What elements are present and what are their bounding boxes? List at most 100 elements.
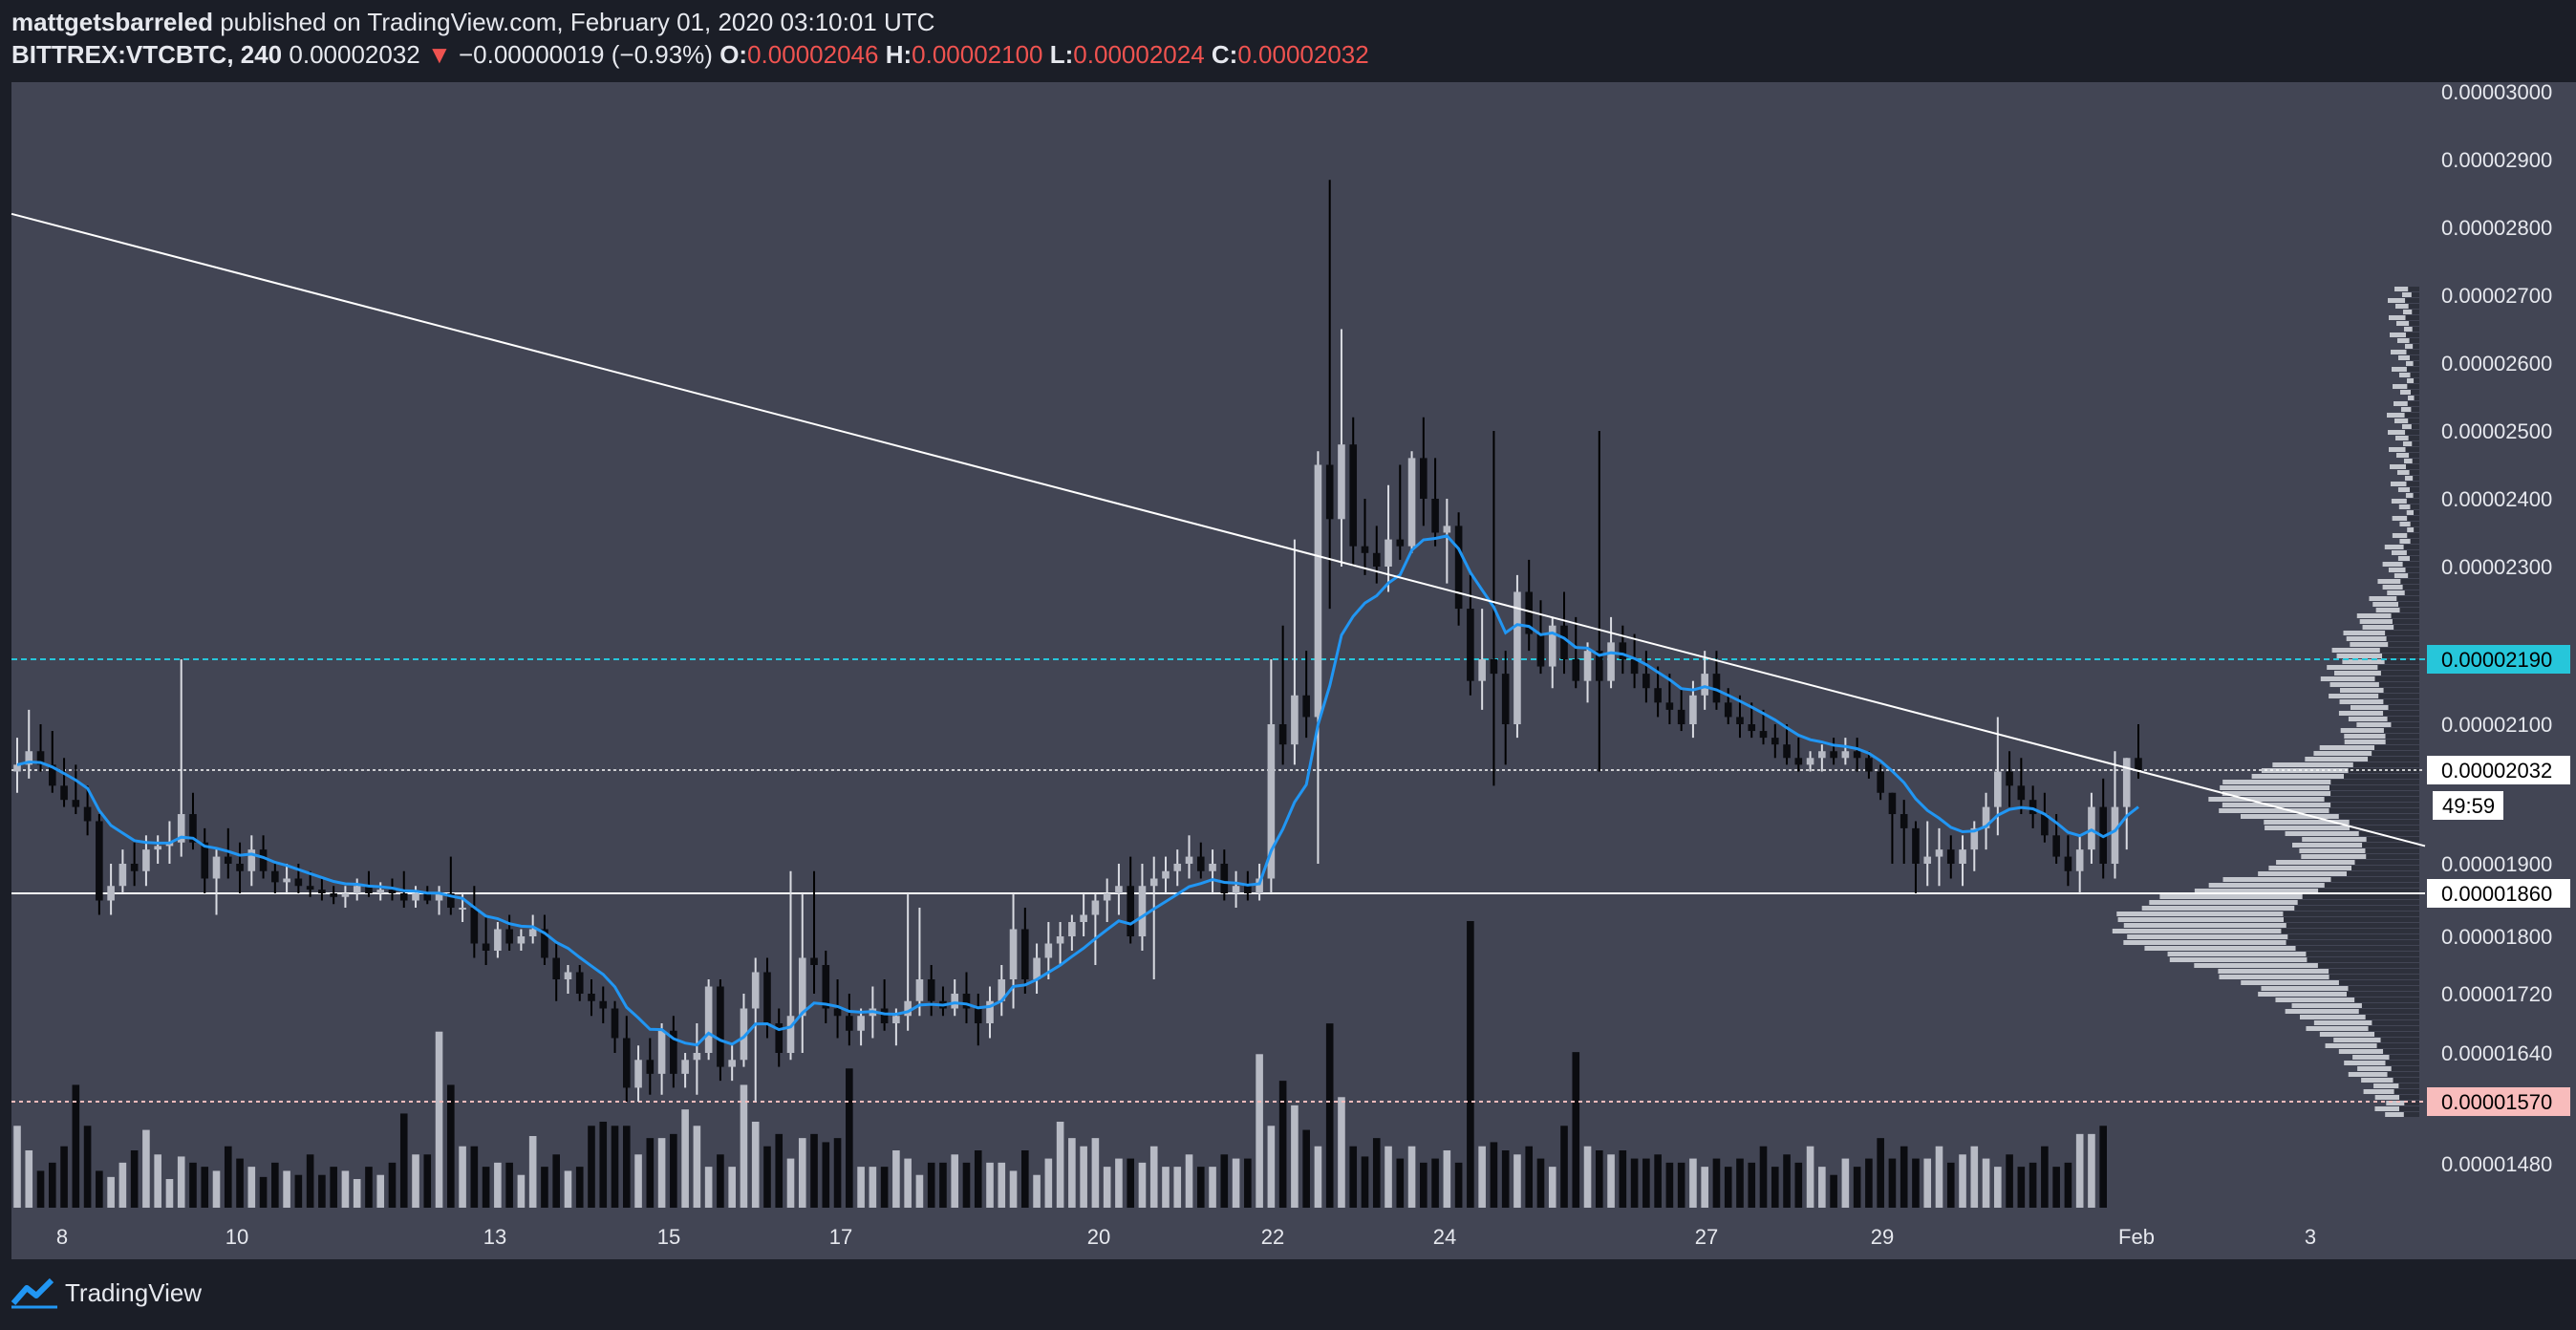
candle-body <box>704 986 713 1053</box>
volume-bar <box>1302 1129 1310 1208</box>
volume-bar <box>1865 1158 1873 1208</box>
profile-bar <box>2354 860 2419 865</box>
profile-bar <box>2394 418 2409 423</box>
volume-bar <box>25 1150 33 1208</box>
profile-bar <box>2208 797 2325 802</box>
volume-bar <box>118 1162 127 1208</box>
candle-body <box>48 764 56 786</box>
volume-bar <box>670 1133 677 1208</box>
tradingview-brand[interactable]: TradingView <box>65 1278 203 1307</box>
candle-body <box>294 878 303 887</box>
volume-bar <box>224 1146 232 1208</box>
profile-bar <box>2350 826 2419 830</box>
profile-bar <box>2376 1043 2419 1048</box>
candle-body <box>1490 659 1498 675</box>
candle-body <box>822 965 830 1009</box>
candle-body <box>423 893 432 901</box>
profile-bar <box>2409 338 2419 343</box>
profile-bar <box>2349 820 2419 825</box>
candle-body <box>588 994 595 1001</box>
low-label: L: <box>1049 40 1074 69</box>
candle-body <box>2017 785 2026 801</box>
x-tick-label: 24 <box>1433 1225 1456 1249</box>
profile-bar <box>2264 820 2350 825</box>
profile-bar <box>2348 986 2419 991</box>
y-tick-label: 0.00002700 <box>2441 284 2552 308</box>
profile-bar <box>2408 396 2415 400</box>
profile-bar <box>2319 745 2375 750</box>
y-tick-label: 0.00001480 <box>2441 1152 2552 1176</box>
close-label: C: <box>1211 40 1238 69</box>
support-price-box <box>2427 879 2570 908</box>
candle-body <box>751 972 760 1009</box>
profile-bar <box>2325 1043 2377 1048</box>
profile-bar <box>2149 900 2298 905</box>
publish-line: mattgetsbarreled published on TradingVie… <box>11 8 934 37</box>
profile-bar <box>2377 579 2401 584</box>
profile-bar <box>2402 585 2419 590</box>
symbol-label[interactable]: BITTREX:VTCBTC, 240 <box>11 40 283 69</box>
profile-bar <box>2268 866 2352 870</box>
candle-body <box>798 957 806 1017</box>
candle-body <box>96 821 103 901</box>
profile-bar <box>2313 751 2372 756</box>
volume-bar <box>1736 1158 1744 1208</box>
volume-bar <box>2041 1146 2049 1208</box>
profile-bar <box>2400 390 2411 395</box>
candle-body <box>1841 751 1850 759</box>
candle-body <box>1583 651 1592 681</box>
profile-bar <box>2167 952 2307 956</box>
x-tick-label: 13 <box>483 1225 506 1249</box>
volume-bar <box>927 1162 935 1208</box>
volume-bar <box>1853 1167 1861 1208</box>
profile-bar <box>2399 539 2411 544</box>
candle-body <box>376 890 385 893</box>
author-name[interactable]: mattgetsbarreled <box>11 8 213 36</box>
profile-bar <box>2405 344 2414 349</box>
profile-bar <box>2365 848 2419 853</box>
candle-body <box>107 886 115 901</box>
profile-bar <box>2116 912 2284 916</box>
candle-body <box>1677 709 1685 724</box>
low-price-label: 0.00001570 <box>2441 1090 2552 1114</box>
profile-bar <box>2398 1083 2419 1088</box>
volume-bar <box>1209 1167 1216 1208</box>
volume-bar <box>365 1167 373 1208</box>
chart-pane[interactable] <box>11 82 2425 1259</box>
candle-body <box>435 893 443 901</box>
volume-bar <box>1420 1162 1428 1208</box>
profile-bar <box>2363 1089 2394 1094</box>
profile-bar <box>2336 654 2383 658</box>
profile-bar <box>2385 1112 2404 1117</box>
volume-bar <box>470 1146 479 1208</box>
volume-bar <box>704 1167 713 1208</box>
volume-bar <box>83 1126 92 1208</box>
profile-bar <box>2362 843 2419 847</box>
profile-bar <box>2285 1009 2359 1014</box>
profile-bar <box>2354 998 2419 1002</box>
tradingview-logo-icon[interactable] <box>10 1275 61 1313</box>
candles <box>13 180 2142 1102</box>
profile-bar <box>2387 430 2406 435</box>
profile-bar <box>2344 740 2386 744</box>
volume-bar <box>1900 1146 1908 1208</box>
profile-bar <box>2194 963 2318 968</box>
profile-bar <box>2404 327 2413 332</box>
candle-body <box>1865 758 1873 772</box>
x-tick-label: 15 <box>657 1225 680 1249</box>
profile-bar <box>2329 785 2419 790</box>
trendline[interactable] <box>11 212 2426 847</box>
profile-bar <box>2402 292 2412 297</box>
candle-body <box>189 814 197 843</box>
profile-bar <box>2387 717 2419 721</box>
profile-bar <box>2276 860 2355 865</box>
volume-bar <box>1361 1156 1369 1208</box>
volume-bar <box>810 1133 818 1208</box>
volume-bar <box>1771 1167 1779 1208</box>
candle-body <box>528 929 537 936</box>
candle-body <box>1619 642 1627 659</box>
candle-body <box>1325 464 1334 520</box>
profile-bar <box>2318 889 2419 893</box>
profile-bar <box>2403 310 2413 314</box>
